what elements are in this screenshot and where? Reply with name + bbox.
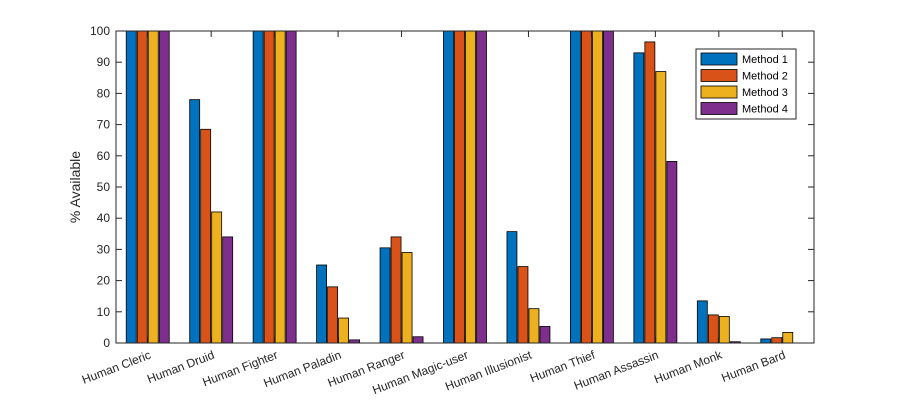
y-tick-label: 100 [90,24,110,38]
y-tick-label: 50 [97,180,111,194]
bar-3-3 [274,30,286,344]
bar-1-9 [633,52,645,344]
bar-2-8 [581,30,592,344]
bar-4-5 [412,336,424,344]
bar-2-1 [136,30,148,344]
y-tick-label: 40 [97,211,111,225]
bar-2-3 [263,30,275,344]
bar-4-2 [222,236,234,344]
bar-4-1 [158,30,170,344]
y-tick-label: 30 [97,242,111,256]
bar-4-3 [285,30,297,344]
y-tick-label: 90 [97,55,111,69]
y-axis-label: % Available [67,151,83,223]
bar-4-8 [603,30,614,344]
bar-1-8 [570,30,581,344]
y-ticks: 0 10 20 30 40 50 60 70 80 90 100 [90,24,814,350]
bar-4-6 [476,30,487,344]
y-tick-label: 0 [103,336,110,350]
bar-1-4 [316,264,327,344]
bar-1-5 [379,247,391,344]
bar-3-1 [147,30,159,344]
legend-swatch-2 [700,69,738,82]
legend-label-1: Method 1 [742,54,788,66]
bar-3-8 [592,30,603,344]
y-tick-label: 20 [97,274,111,288]
bar-3-5 [401,252,413,344]
bar-1-1 [125,30,137,344]
bar-2-9 [644,41,656,344]
y-tick-label: 10 [97,305,111,319]
legend-swatch-4 [700,102,738,115]
bar-2-4 [327,286,338,344]
legend-label-4: Method 4 [742,104,788,116]
bar-1-3 [252,30,264,344]
bar-1-11 [760,338,772,344]
legend-swatch-3 [700,85,738,99]
y-tick-label: 60 [97,149,111,163]
bar-1-7 [506,231,518,344]
bar-3-4 [338,317,349,344]
x-tick-label: Human Monk [652,347,725,386]
bar-3-2 [211,211,223,344]
y-tick-label: 70 [97,118,111,132]
bar-2-6 [454,30,465,344]
bar-2-11 [771,337,783,344]
bar-3-9 [655,71,667,344]
bar-1-10 [696,300,708,344]
legend-label-2: Method 2 [742,71,788,83]
y-tick-label: 80 [97,86,111,100]
legend-label-3: Method 3 [742,87,788,99]
x-tick-label: Human Bard [719,348,787,385]
bar-4-9 [666,161,678,344]
bar-2-10 [707,314,719,344]
bar-3-10 [718,316,730,344]
bar-3-11 [782,331,794,344]
legend: Method 1 Method 2 Method 3 Method 4 [695,48,797,120]
bar-2-5 [390,236,402,344]
bar-1-6 [443,30,454,344]
bar-3-7 [528,308,540,344]
bar-1-2 [189,99,201,344]
bar-2-2 [200,128,212,344]
legend-swatch-1 [700,52,738,66]
bar-3-6 [465,30,476,344]
x-tick-label: Human Cleric [80,348,153,387]
bar-2-7 [517,266,529,344]
bar-4-7 [539,326,551,344]
